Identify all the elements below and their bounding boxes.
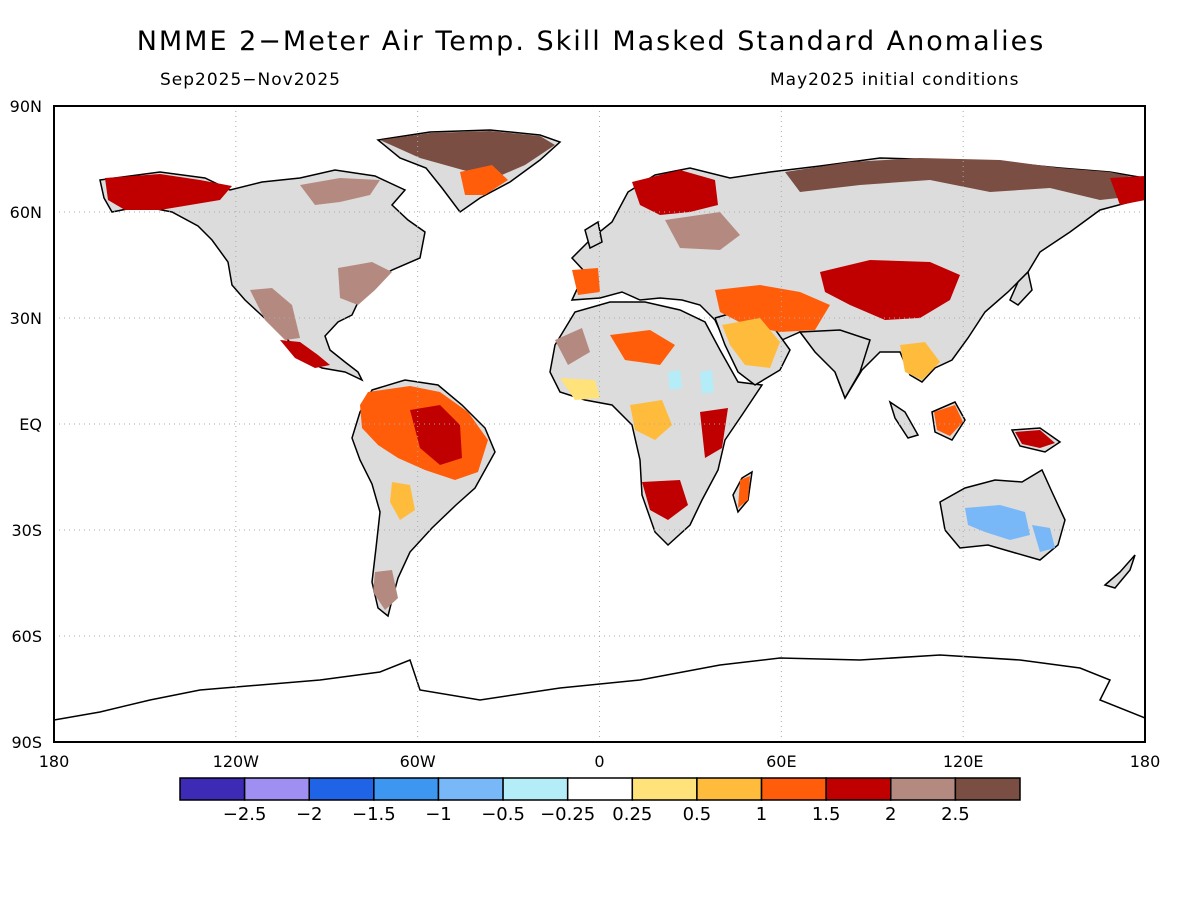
latitude-label: EQ: [19, 415, 42, 434]
anomaly-patch-amazon-core: [410, 405, 462, 465]
longitude-label: 120W: [213, 752, 260, 771]
latitude-label: 60N: [10, 203, 42, 222]
colorbar-swatch: [696, 777, 763, 801]
forecast-period: Sep2025−Nov2025: [160, 70, 341, 90]
colorbar-swatch: [502, 777, 569, 801]
colorbar-tick-label: −2: [296, 804, 323, 825]
colorbar-labels: −2.5 −2 −1.5 −1 −0.5 −0.25 0.25 0.5 1 1.5 2 2.5: [223, 804, 970, 825]
anomaly-patch-borneo: [934, 405, 963, 436]
anomaly-patch-northwest-africa: [555, 328, 590, 365]
anomaly-patch-east-africa: [700, 408, 728, 458]
longitude-label: 0: [594, 752, 604, 771]
colorbar-tick-label: −1.5: [352, 804, 396, 825]
colorbar-tick-label: −2.5: [223, 804, 267, 825]
anomaly-patch-greenland-south: [460, 165, 508, 195]
colorbar-tick-label: 0.5: [683, 804, 712, 825]
anomaly-patch-new-guinea: [1015, 430, 1055, 448]
anomaly-patch-madagascar: [738, 476, 750, 508]
latitude-label: 30S: [11, 521, 42, 540]
longitude-label: 60E: [766, 752, 796, 771]
india-land: [798, 329, 871, 400]
colorbar-swatch: [373, 777, 440, 801]
antarctica-land: [54, 654, 1145, 742]
colorbar-tick-label: 0.25: [612, 804, 652, 825]
colorbar-swatch: [825, 777, 892, 801]
colorbar-swatch: [631, 777, 698, 801]
north-america-land: [99, 169, 426, 382]
anomaly-patch-patagonia: [373, 570, 398, 610]
colorbar-swatch: [760, 777, 827, 801]
uk-land: [584, 220, 603, 250]
latitude-label: 90S: [11, 733, 42, 752]
anomaly-patch-arabia: [722, 318, 780, 368]
longitude-label: 180: [1130, 752, 1161, 771]
colorbar: [179, 777, 1021, 801]
anomaly-patch-iberia: [572, 268, 600, 295]
anomaly-patch-sahel: [610, 330, 675, 365]
anomaly-patch-africa-cool: [668, 370, 682, 390]
longitude-label: 120E: [943, 752, 984, 771]
longitude-label: 60W: [400, 752, 436, 771]
longitude-labels: 180 120W 60W 0 60E 120E 180: [39, 752, 1161, 771]
new-zealand-land: [1103, 554, 1136, 589]
colorbar-swatch: [179, 777, 246, 801]
colorbar-tick-label: −1: [425, 804, 452, 825]
colorbar-tick-label: 1: [756, 804, 767, 825]
anomaly-patch-scandinavia: [632, 170, 718, 215]
colorbar-tick-label: 2.5: [941, 804, 970, 825]
anomaly-patch-alaska: [105, 174, 232, 210]
latitude-labels: 90N 60N 30N EQ 30S 60S 90S: [10, 97, 42, 752]
anomaly-patch-central-africa: [630, 400, 672, 440]
map-frame: [53, 105, 1146, 743]
colorbar-swatch: [437, 777, 504, 801]
colorbar-swatch: [308, 777, 375, 801]
anomaly-patch-southern-africa: [642, 480, 688, 520]
colorbar-swatch: [243, 777, 310, 801]
colorbar-tick-label: −0.5: [481, 804, 525, 825]
colorbar-swatch: [954, 777, 1021, 801]
colorbar-tick-label: −0.25: [540, 804, 595, 825]
latitude-label: 90N: [10, 97, 42, 116]
anomaly-patch-mexico: [280, 340, 330, 368]
colorbar-swatch: [566, 777, 634, 801]
anomaly-patch-far-east: [1110, 176, 1145, 205]
longitude-label: 180: [39, 752, 70, 771]
anomaly-patch-eastern-europe: [665, 212, 740, 250]
colorbar-swatch: [890, 777, 957, 801]
anomaly-patch-middle-east: [715, 285, 830, 332]
latitude-label: 60S: [11, 627, 42, 646]
colorbar-tick-label: 1.5: [812, 804, 841, 825]
map-title: NMME 2−Meter Air Temp. Skill Masked Stan…: [136, 26, 1046, 57]
anomaly-patch-brazil-south: [390, 482, 415, 520]
anomaly-patch-east-africa-cool: [700, 370, 714, 394]
anomaly-patch-eastern-us: [338, 262, 392, 305]
sumatra-land: [888, 400, 920, 439]
anomaly-patch-australia-cool: [965, 505, 1030, 540]
colorbar-tick-label: 2: [885, 804, 896, 825]
graticule: [54, 106, 1145, 742]
anomaly-patch-canada-arctic: [300, 178, 380, 205]
anomaly-patch-siberia: [785, 158, 1145, 200]
anomaly-overlays: [105, 131, 1145, 610]
anomaly-patch-central-asia: [820, 260, 960, 320]
anomaly-patch-greenland: [380, 131, 555, 178]
latitude-label: 30N: [10, 309, 42, 328]
anomaly-patch-western-us: [250, 288, 300, 340]
anomaly-patch-australia-southeast: [1032, 525, 1055, 552]
anomaly-patch-west-africa: [560, 378, 600, 400]
japan-land: [1009, 270, 1033, 306]
initial-conditions: May2025 initial conditions: [770, 70, 1020, 90]
anomaly-patch-southeast-asia: [900, 342, 940, 380]
